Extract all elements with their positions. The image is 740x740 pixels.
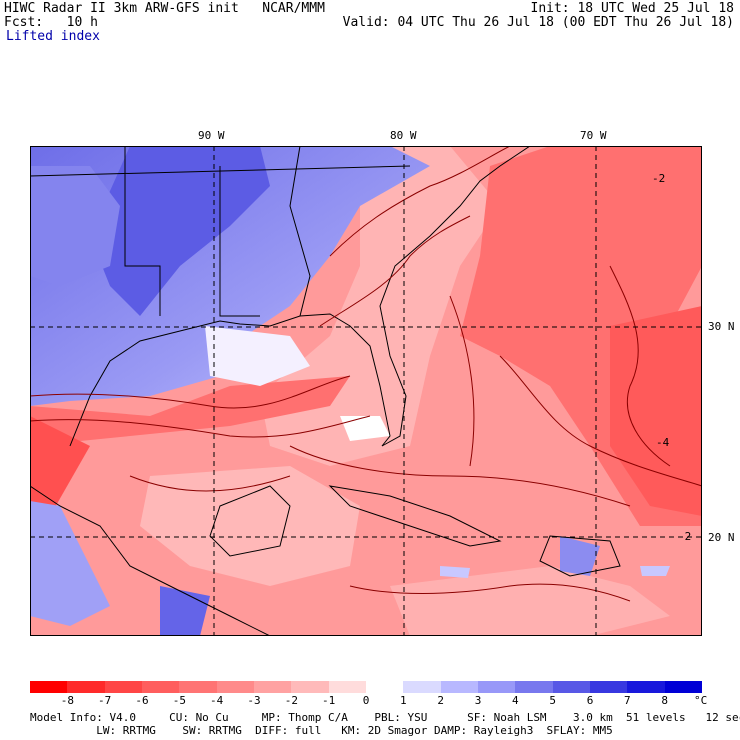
colorbar-segment [589,681,628,693]
mexico-coastline [30,485,271,636]
lon-label-80w: 80 W [390,129,417,142]
contour-line [30,375,351,409]
gulf-coastline [69,313,391,447]
contour-line [499,355,702,487]
colorbar-tick-label: 2 [437,694,444,707]
state-border-1 [124,146,161,316]
lon-label-90w: 90 W [198,129,225,142]
colorbar-tick-label: -5 [172,694,186,707]
hispaniola-coastline [539,535,621,577]
colorbar-segment [477,681,516,693]
contour-label: -2 [652,172,665,185]
colorbar-tick-label: 3 [474,694,482,707]
colorbar-tick-label: -7 [98,694,112,707]
forecast-hour: Fcst: 10 h [4,15,98,30]
colorbar-segment [627,681,665,693]
neutral-area-gulf [340,416,390,441]
colorbar-tick-label: -2 [284,694,298,707]
colorbar-segment [552,681,590,693]
colorbar-segment [104,681,142,693]
contour-line [129,475,291,492]
lat-label-30n: 30 N [708,320,735,333]
colorbar-segment [67,681,105,693]
valid-time: Valid: 04 UTC Thu 26 Jul 18 (00 EDT Thu … [342,15,734,30]
state-border-4 [30,165,411,177]
contour-label: -2 [678,530,691,543]
colorbar-tick-label: -8 [60,694,74,707]
positive-area-guatemala [160,586,210,636]
colorbar-tick-label: 6 [586,694,594,707]
light-negative-area-caribbean [390,566,670,636]
positive-area-mexico [30,501,110,626]
contour-line [349,583,631,602]
positive-area-puerto-rico [640,566,670,576]
colorbar-tick-label: 5 [549,694,556,707]
colorbar-tick-label: -1 [322,694,336,707]
colorbar-unit: °C [694,694,708,707]
colorbar-segment [440,681,478,693]
colorbar-segment [365,681,404,693]
contour-label: -4 [656,436,670,449]
contours [30,146,702,602]
colorbar-segment [253,681,292,693]
colorbar-segment [664,681,702,693]
model-info-line1: Model Info: V4.0 CU: No Cu MP: Thomp C/A… [30,711,740,724]
map-frame [30,146,702,636]
grid-lines [30,146,702,636]
contour-line [319,215,471,327]
colorbar-segment [403,681,441,693]
strong-negative-mexico [30,416,90,516]
contour-line [30,415,371,438]
state-border-2 [219,166,260,317]
colorbar-tick-label: 0 [362,694,370,707]
colorbar-segment [291,681,329,693]
neutral-area-gulf-coast [205,326,310,386]
colorbar-segment [515,681,553,693]
colorbar [30,681,702,693]
lon-label-70w: 70 W [580,129,607,142]
colorbar-tick-label: -6 [135,694,149,707]
colorbar-segment [179,681,217,693]
contour-line [609,265,671,467]
colorbar-segment [216,681,254,693]
contour-line [449,295,475,467]
colorbar-tick-label: 8 [661,694,668,707]
lat-label-20n: 20 N [708,531,735,544]
colorbar-ticks: -8 -7 -6 -5 -4 -3 -2 -1 0 1 2 3 4 5 6 7 8 [30,694,702,708]
colorbar-segment [141,681,180,693]
init-time: Init: 18 UTC Wed 25 Jul 18 [530,1,735,16]
contour-line [329,146,511,257]
positive-area-hispaniola [560,536,600,576]
yucatan-coastline [209,485,291,557]
field-name: Lifted index [6,29,100,44]
colorbar-segment [328,681,366,693]
light-negative-area-south [140,466,360,586]
positive-strong-area [90,146,270,316]
contour-line [289,445,631,507]
state-border-3 [289,146,311,317]
lifted-index-map: -2 -4 -2 [30,146,702,636]
strongest-negative-east [610,306,702,516]
model-info-line2: LW: RRTMG SW: RRTMG DIFF: full KM: 2D Sm… [30,724,613,737]
positive-area-jamaica [440,566,470,578]
model-title: HIWC Radar II 3km ARW-GFS init NCAR/MMM [4,1,325,16]
strong-negative-gulf [30,376,350,446]
colorbar-tick-label: -4 [210,694,224,707]
colorbar-segment [30,681,68,693]
cuba-coastline [328,485,502,547]
positive-mid-area [30,166,120,286]
forecast-map: -2 -4 -2 [30,146,702,636]
colorbar-tick-label: 7 [624,694,631,707]
colorbar-tick-label: -3 [247,694,261,707]
colorbar-tick-label: 4 [512,694,519,707]
colorbar-tick-label: 1 [400,694,407,707]
